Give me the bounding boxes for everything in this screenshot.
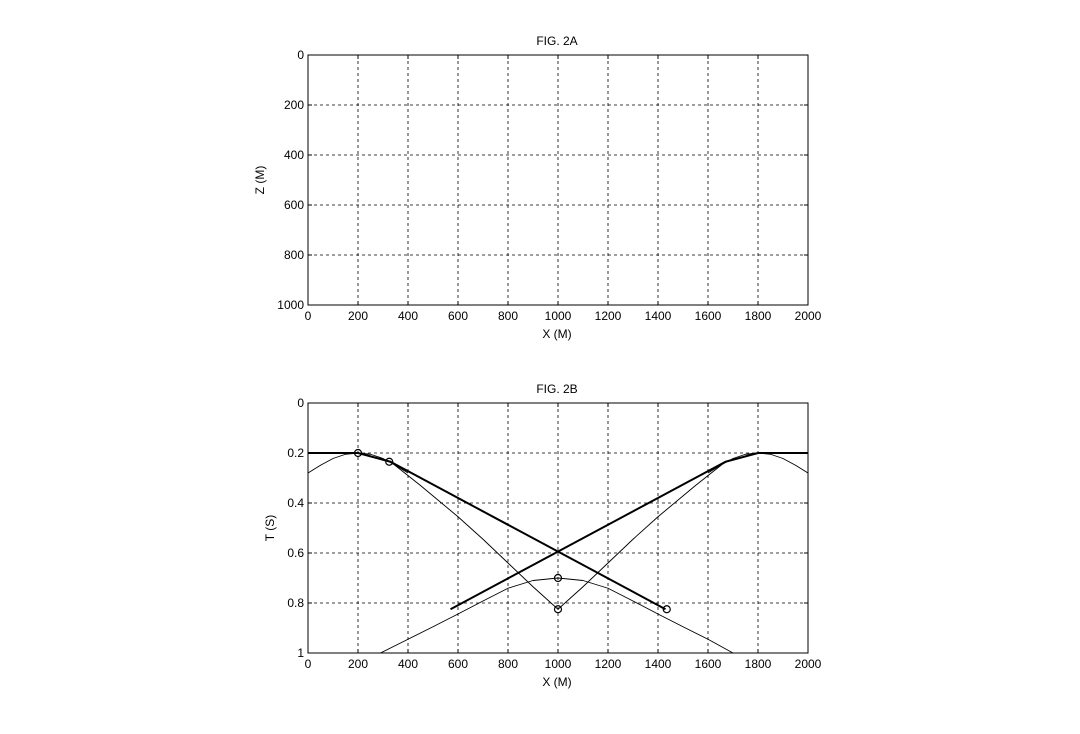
plot-area: [307, 448, 809, 654]
marker-point: [353, 448, 363, 458]
x-tick-label: 1400: [645, 309, 672, 323]
grid: [308, 55, 808, 305]
x-tick-label: 1800: [745, 309, 772, 323]
x-tick-label: 1800: [745, 657, 772, 671]
y-tick-label: 0.2: [287, 446, 304, 460]
marker-point: [385, 457, 394, 466]
x-tick-label: 1000: [545, 657, 572, 671]
y-tick-label: 400: [284, 148, 304, 162]
grid: [308, 403, 808, 653]
y-tick-label: 800: [284, 248, 304, 262]
x-tick-label: 0: [305, 657, 312, 671]
marker-point: [553, 605, 563, 614]
x-tick-label: 1000: [545, 309, 572, 323]
y-tick-label: 1: [297, 646, 304, 660]
y-tick-label: 0.4: [287, 496, 304, 510]
y-tick-label: 600: [284, 198, 304, 212]
x-tick-label: 800: [498, 309, 518, 323]
x-tick-label: 1200: [595, 657, 622, 671]
x-tick-label: 200: [348, 309, 368, 323]
x-tick-label: 600: [448, 309, 468, 323]
y-tick-label: 200: [284, 98, 304, 112]
x-tick-label: 2000: [795, 657, 822, 671]
x-tick-label: 400: [398, 309, 418, 323]
chart-title: FIG. 2B: [536, 382, 577, 396]
x-tick-label: 1400: [645, 657, 672, 671]
y-axis-label: Z (M): [253, 166, 267, 195]
y-tick-label: 0: [297, 48, 304, 62]
x-tick-label: 1600: [695, 657, 722, 671]
y-tick-label: 0.8: [287, 596, 304, 610]
x-tick-label: 0: [305, 309, 312, 323]
x-tick-label: 400: [398, 657, 418, 671]
x-tick-label: 600: [448, 657, 468, 671]
y-axis-label: T (S): [263, 515, 277, 541]
y-tick-label: 1000: [277, 298, 304, 312]
x-tick-label: 1200: [595, 309, 622, 323]
chart-title: FIG. 2A: [536, 34, 577, 48]
ticks: 0 200 400 600 800 1000 1200 1400 1600 1800 2000 0 20…: [277, 48, 821, 323]
chart-fig-2a: FIG. 2A 0 200 400 600 800 1000 1200 1400 1600 180…: [253, 34, 822, 341]
x-axis-label: X (M): [542, 675, 571, 689]
x-tick-label: 1600: [695, 309, 722, 323]
series-line-thick: [308, 452, 666, 611]
series-line-thin: [557, 461, 726, 610]
series-line-thin: [390, 461, 559, 610]
y-tick-label: 0: [297, 396, 304, 410]
chart-fig-2b: FIG. 2B 0 200 400 600 800 1000 1200 1400 1600 180…: [263, 382, 822, 689]
y-tick-label: 0.6: [287, 546, 304, 560]
series-line-thin: [380, 577, 736, 654]
x-tick-label: 800: [498, 657, 518, 671]
x-axis-label: X (M): [542, 327, 571, 341]
marker-point: [553, 573, 563, 583]
ticks: 0 200 400 600 800 1000 1200 1400 1600 1800 2000 0 0.…: [287, 396, 821, 671]
marker-point: [662, 605, 671, 614]
x-tick-label: 2000: [795, 309, 822, 323]
x-tick-label: 200: [348, 657, 368, 671]
series-line-thick: [450, 452, 808, 611]
